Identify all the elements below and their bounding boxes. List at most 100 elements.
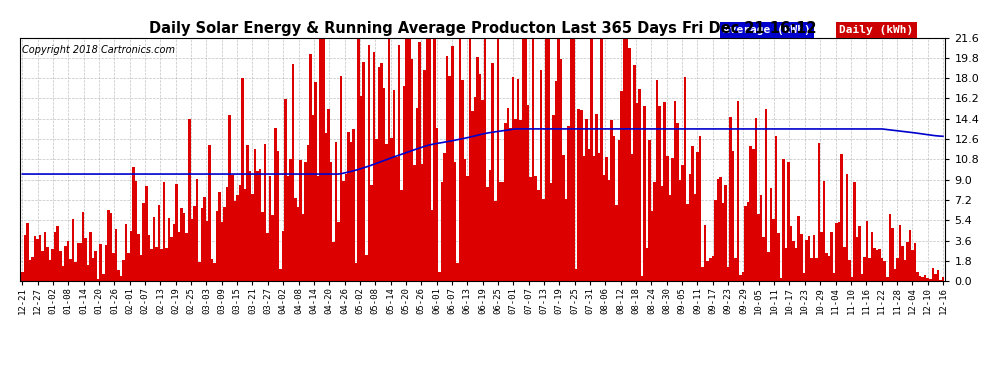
Bar <box>481 100 484 281</box>
Bar <box>509 128 512 281</box>
Bar <box>762 237 764 281</box>
Bar <box>160 249 162 281</box>
Bar <box>226 187 229 281</box>
Bar <box>343 182 345 281</box>
Bar <box>87 265 89 281</box>
Bar <box>580 110 582 281</box>
Bar <box>112 253 115 281</box>
Bar <box>367 45 370 281</box>
Bar <box>543 199 545 281</box>
Bar <box>279 269 281 281</box>
Bar <box>924 274 927 281</box>
Bar <box>375 139 377 281</box>
Bar <box>140 255 143 281</box>
Bar <box>886 277 889 281</box>
Bar <box>618 140 621 281</box>
Bar <box>390 138 393 281</box>
Bar <box>833 273 836 281</box>
Bar <box>655 80 658 281</box>
Bar <box>549 183 552 281</box>
Bar <box>143 203 145 281</box>
Bar <box>474 97 476 281</box>
Bar <box>590 39 593 281</box>
Bar <box>383 88 385 281</box>
Bar <box>451 46 453 281</box>
Bar <box>848 260 850 281</box>
Bar <box>221 222 224 281</box>
Bar <box>663 102 666 281</box>
Bar <box>666 156 668 281</box>
Bar <box>97 279 99 281</box>
Bar <box>206 221 208 281</box>
Bar <box>605 156 608 281</box>
Bar <box>732 151 735 281</box>
Bar <box>21 272 24 281</box>
Bar <box>37 239 39 281</box>
Bar <box>808 236 810 281</box>
Bar <box>94 251 97 281</box>
Bar <box>626 39 628 281</box>
Bar <box>352 129 354 281</box>
Bar <box>150 249 152 281</box>
Bar <box>502 182 504 281</box>
Bar <box>772 219 775 281</box>
Bar <box>876 250 878 281</box>
Bar <box>600 39 603 281</box>
Bar <box>575 268 577 281</box>
Bar <box>878 249 881 281</box>
Bar <box>899 225 901 281</box>
Bar <box>429 39 431 281</box>
Bar <box>110 213 112 281</box>
Bar <box>426 39 429 281</box>
Bar <box>757 214 759 281</box>
Bar <box>423 70 426 281</box>
Bar <box>815 258 818 281</box>
Bar <box>767 252 769 281</box>
Text: Average (kWh): Average (kWh) <box>724 25 811 35</box>
Bar <box>125 224 128 281</box>
Bar <box>89 232 92 281</box>
Bar <box>691 146 694 281</box>
Bar <box>621 91 623 281</box>
Bar <box>47 247 49 281</box>
Bar <box>327 110 330 281</box>
Bar <box>297 207 299 281</box>
Bar <box>843 247 845 281</box>
Bar <box>821 232 823 281</box>
Bar <box>577 109 580 281</box>
Bar <box>937 270 940 281</box>
Bar <box>514 119 517 281</box>
Bar <box>42 251 44 281</box>
Bar <box>927 278 929 281</box>
Bar <box>234 201 236 281</box>
Bar <box>608 180 611 281</box>
Bar <box>613 136 616 281</box>
Bar <box>39 235 42 281</box>
Bar <box>742 273 744 281</box>
Bar <box>628 48 631 281</box>
Bar <box>138 234 140 281</box>
Bar <box>271 215 274 281</box>
Bar <box>798 216 800 281</box>
Bar <box>289 159 292 281</box>
Bar <box>310 54 312 281</box>
Bar <box>860 274 863 281</box>
Bar <box>128 253 130 281</box>
Bar <box>377 67 380 281</box>
Bar <box>740 275 742 281</box>
Bar <box>411 59 413 281</box>
Bar <box>919 276 922 281</box>
Bar <box>408 39 411 281</box>
Bar <box>395 157 398 281</box>
Bar <box>357 39 360 281</box>
Bar <box>248 171 251 281</box>
Bar <box>681 165 684 281</box>
Bar <box>752 148 754 281</box>
Bar <box>180 208 183 281</box>
Bar <box>623 39 626 281</box>
Bar <box>274 128 276 281</box>
Bar <box>527 105 530 281</box>
Bar <box>416 108 418 281</box>
Bar <box>792 241 795 281</box>
Bar <box>858 226 860 281</box>
